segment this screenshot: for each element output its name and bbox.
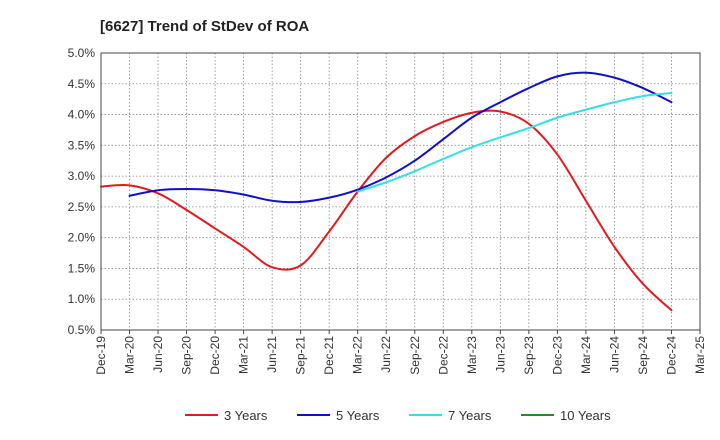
series-layer — [100, 71, 673, 312]
x-tick-label: Jun-23 — [493, 336, 507, 373]
x-tick-label: Sep-22 — [408, 336, 422, 375]
legend-label: 3 Years — [224, 408, 268, 423]
x-tick-label: Dec-24 — [664, 336, 678, 375]
x-tick-label: Mar-20 — [123, 336, 137, 374]
x-tick-label: Dec-23 — [550, 336, 564, 375]
x-tick-label: Dec-19 — [94, 336, 108, 375]
x-tick-label: Mar-25 — [693, 336, 707, 374]
legend: 3 Years 5 Years 7 Years 10 Years — [185, 408, 611, 423]
x-tick-label: Mar-21 — [237, 336, 251, 374]
x-tick-label: Jun-24 — [607, 336, 621, 373]
y-tick-label: 2.5% — [68, 200, 96, 214]
legend-label: 10 Years — [560, 408, 611, 423]
x-tick-label: Jun-22 — [379, 336, 393, 373]
y-tick-label: 4.0% — [68, 108, 96, 122]
chart-title: [6627] Trend of StDev of ROA — [100, 18, 309, 35]
y-tick-label: 5.0% — [68, 46, 96, 60]
y-tick-label: 2.0% — [68, 231, 96, 245]
series-line-5-years — [128, 71, 673, 204]
series-line-7-years — [356, 92, 673, 193]
x-tick-label: Jun-21 — [265, 336, 279, 373]
x-tick-label: Sep-21 — [294, 336, 308, 375]
grid — [101, 53, 700, 330]
x-tick-label: Sep-23 — [522, 336, 536, 375]
x-tick-label: Mar-23 — [465, 336, 479, 374]
x-tick-label: Dec-20 — [208, 336, 222, 375]
x-tick-label: Sep-24 — [636, 336, 650, 375]
axes: 5.0% 4.5% 4.0% 3.5% 3.0% 2.5% 2.0% 1.5% 1.0% 0.5%… — [68, 46, 707, 375]
y-tick-label: 4.5% — [68, 77, 96, 91]
x-tick-label: Jun-20 — [151, 336, 165, 373]
x-tick-label: Sep-20 — [180, 336, 194, 375]
legend-label: 7 Years — [448, 408, 492, 423]
legend-label: 5 Years — [336, 408, 380, 423]
y-tick-label: 1.0% — [68, 292, 96, 306]
plot-frame — [100, 52, 701, 331]
x-tick-label: Mar-22 — [351, 336, 365, 374]
series-line-3-years — [100, 109, 673, 312]
y-tick-label: 3.5% — [68, 138, 96, 152]
x-tick-label: Dec-21 — [322, 336, 336, 375]
x-tick-label: Dec-22 — [436, 336, 450, 375]
x-tick-label: Mar-24 — [579, 336, 593, 374]
y-tick-label: 1.5% — [68, 261, 96, 275]
y-tick-label: 3.0% — [68, 169, 96, 183]
plot-area — [101, 53, 700, 330]
y-tick-label: 0.5% — [68, 323, 96, 337]
